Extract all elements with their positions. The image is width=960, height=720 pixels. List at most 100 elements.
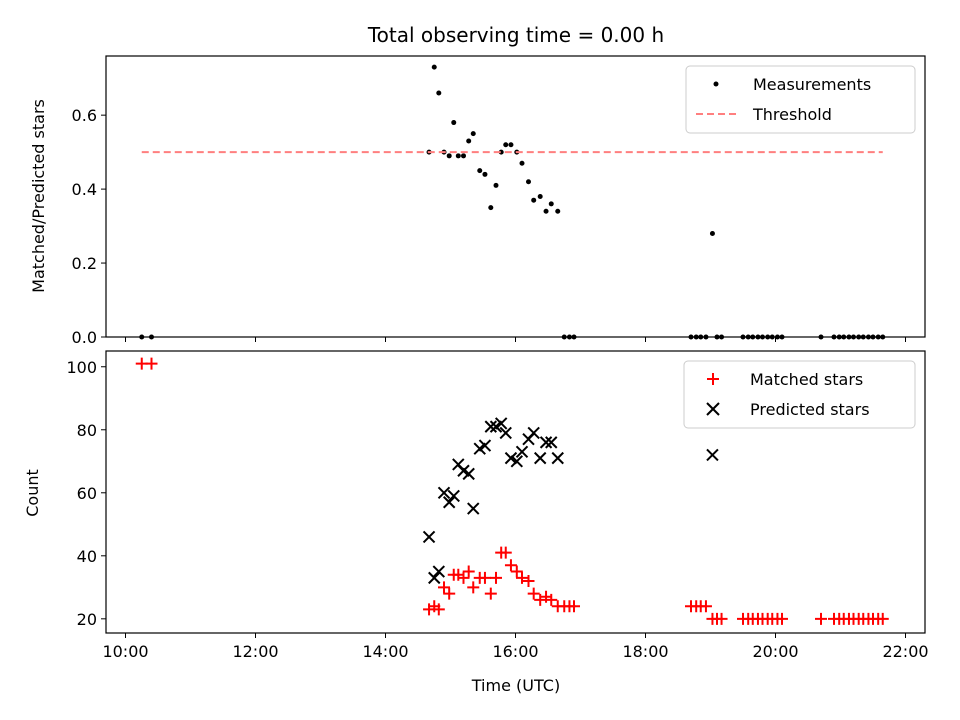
matched-star-point: [462, 565, 475, 578]
matched-star-point: [443, 587, 456, 600]
predicted-star-point: [533, 451, 547, 465]
measurement-point: [470, 131, 476, 137]
predicted-star-point: [462, 467, 475, 481]
bottom-y-tick-label: 40: [77, 547, 97, 566]
top-legend: Measurements Threshold: [685, 65, 916, 134]
legend-matched-marker: [707, 373, 719, 385]
predicted-star-point: [467, 502, 480, 515]
predicted-star-point: [527, 426, 540, 440]
predicted-star-point: [442, 496, 456, 509]
legend-measurements-label: Measurements: [753, 75, 871, 94]
bottom-x-axis-label: Time (UTC): [471, 676, 560, 695]
measurement-point: [431, 64, 437, 70]
top-panel-frame: [105, 55, 926, 338]
predicted-star-point: [428, 571, 441, 585]
bottom-legend-box: [683, 360, 916, 429]
measurement-point: [466, 138, 472, 144]
matched-star-point: [504, 559, 517, 572]
bottom-x-tick-label: 22:00: [882, 642, 928, 661]
predicted-star-point: [504, 451, 518, 465]
matched-star-point: [568, 600, 580, 613]
measurement-point: [709, 230, 715, 236]
predicted-star-point: [422, 530, 436, 544]
matched-star-point: [457, 571, 470, 584]
matched-star-point: [438, 581, 450, 594]
top-panel: 0.0 0.2 0.4 0.6 Matched/Predicted stars Mea…: [29, 55, 926, 347]
chart-title: Total observing time = 0.00 h: [367, 23, 664, 47]
bottom-panel-marks: [135, 357, 889, 625]
measurement-point: [555, 208, 561, 214]
measurement-point: [446, 153, 452, 159]
top-y-tick-label: 0.0: [72, 328, 97, 347]
matched-star-point: [545, 593, 558, 606]
bottom-x-tick-label: 20:00: [752, 642, 798, 661]
measurement-point: [543, 208, 549, 214]
measurement-point: [461, 153, 466, 159]
matched-star-point: [527, 587, 540, 600]
bottom-y-tick-label: 20: [77, 610, 97, 629]
legend-matched-label: Matched stars: [750, 370, 863, 389]
bottom-y-tick-label: 100: [66, 358, 97, 377]
legend-measurements-marker: [713, 81, 719, 87]
predicted-star-point: [478, 439, 492, 452]
matched-star-point: [776, 612, 788, 625]
matched-star-point: [510, 565, 523, 578]
top-y-axis-label: Matched/Predicted stars: [29, 99, 48, 293]
matched-star-point: [815, 612, 827, 625]
predicted-star-point: [484, 420, 498, 433]
predicted-star-point: [432, 565, 446, 578]
predicted-star-point: [551, 451, 564, 465]
bottom-panel-axes: 10:00 12:00 14:00 16:00 18:00 20:00 22:00 20 40 6…: [66, 358, 928, 661]
measurement-point: [508, 142, 514, 148]
predicted-star-point: [510, 455, 524, 468]
matched-star-point: [715, 612, 728, 625]
bottom-x-tick-label: 18:00: [622, 642, 668, 661]
bottom-y-tick-label: 80: [77, 421, 97, 440]
matched-star-point: [490, 571, 502, 584]
bottom-y-axis-label: Count: [23, 469, 42, 517]
predicted-star-point: [499, 426, 512, 440]
bottom-legend: Matched stars Predicted stars: [683, 360, 916, 429]
matched-star-point: [522, 575, 535, 588]
measurement-point: [548, 201, 554, 207]
matched-star-point: [876, 612, 889, 625]
matched-star-point: [145, 357, 158, 370]
matched-star-point: [432, 603, 445, 616]
predicted-star-point: [447, 489, 460, 503]
matched-star-point: [484, 587, 497, 600]
predicted-star-point: [706, 448, 719, 462]
bottom-x-tick-label: 10:00: [102, 642, 148, 661]
measurement-point: [455, 153, 461, 159]
bottom-x-tick-label: 16:00: [492, 642, 538, 661]
matched-star-point: [478, 571, 491, 584]
measurement-point: [477, 168, 483, 174]
matched-star-point: [699, 600, 712, 613]
measurement-point: [498, 149, 504, 155]
predicted-star-point: [545, 436, 558, 449]
predicted-star-point: [515, 445, 529, 459]
measurement-point: [519, 160, 525, 166]
measurement-point: [493, 182, 499, 188]
top-legend-box: [685, 65, 916, 134]
measurement-point: [436, 90, 442, 96]
matched-star-point: [467, 581, 480, 594]
measurement-point: [503, 142, 509, 148]
predicted-star-point: [437, 486, 451, 499]
measurement-point: [488, 205, 494, 211]
legend-predicted-label: Predicted stars: [750, 400, 870, 419]
top-y-tick-label: 0.4: [72, 180, 97, 199]
bottom-y-tick-label: 60: [77, 484, 97, 503]
bottom-panel: 10:00 12:00 14:00 16:00 18:00 20:00 22:00 20 40 6…: [23, 350, 929, 695]
top-y-tick-label: 0.6: [72, 106, 97, 125]
legend-predicted-marker: [706, 402, 720, 416]
measurement-point: [537, 194, 543, 199]
bottom-x-tick-label: 12:00: [232, 642, 278, 661]
top-y-tick-label: 0.2: [72, 254, 97, 273]
measurement-point: [482, 171, 488, 177]
bottom-panel-frame: [105, 350, 926, 634]
measurement-point: [451, 120, 457, 126]
top-panel-axes: 0.0 0.2 0.4 0.6: [72, 106, 906, 347]
legend-threshold-label: Threshold: [752, 105, 832, 124]
measurement-point: [531, 197, 537, 203]
